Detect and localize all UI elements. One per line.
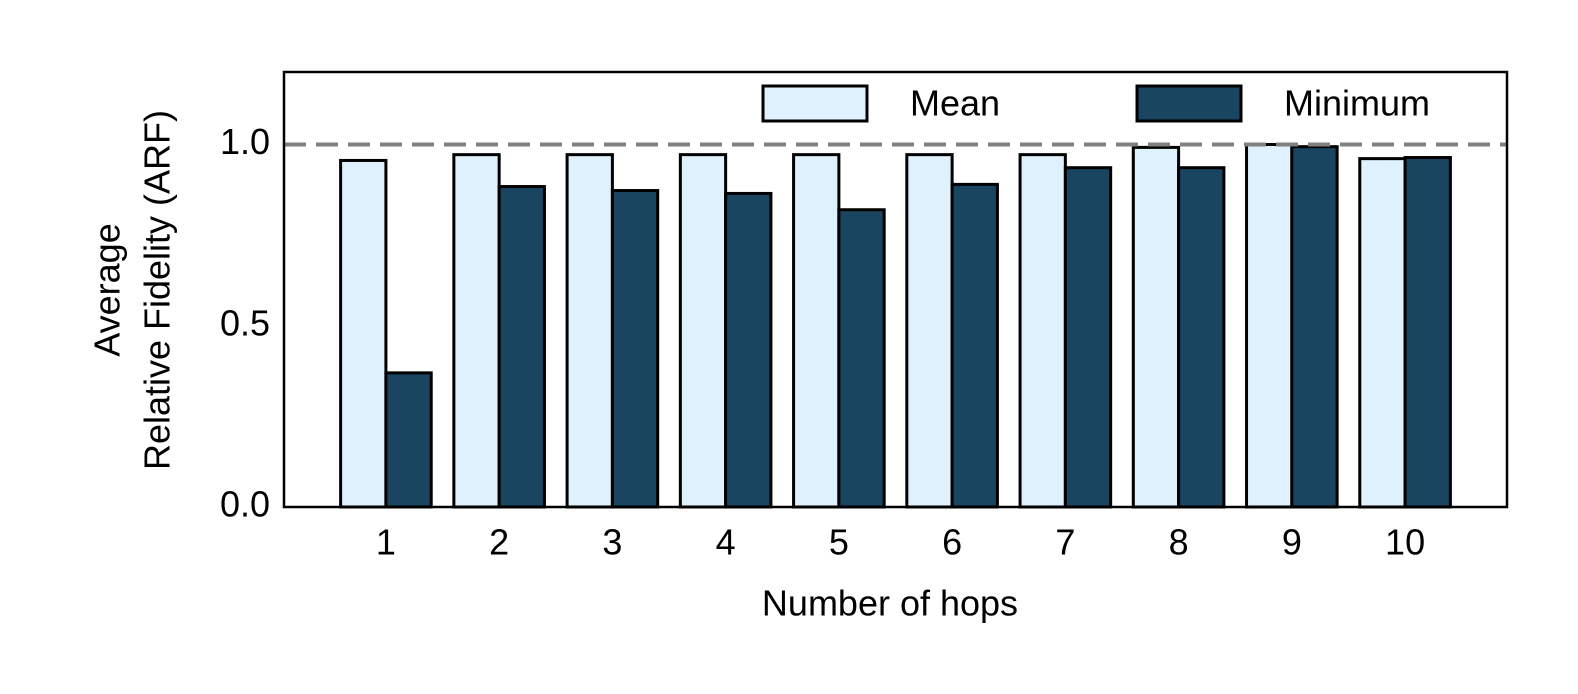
- x-tick-label: 1: [376, 522, 396, 563]
- x-axis-label: Number of hops: [762, 583, 1018, 624]
- bar: [384, 371, 433, 509]
- bar: [950, 182, 999, 509]
- bar: [1290, 145, 1339, 509]
- x-tick-label: 4: [716, 522, 736, 563]
- x-tick-label: 9: [1282, 522, 1302, 563]
- bar: [792, 153, 841, 509]
- y-tick-label: 0.0: [220, 484, 270, 525]
- bar: [905, 153, 954, 509]
- x-tick-label: 6: [942, 522, 962, 563]
- x-tick-label: 5: [829, 522, 849, 563]
- bar: [1131, 145, 1181, 509]
- y-axis-label: Relative Fidelity (ARF): [137, 110, 178, 470]
- x-tick-label: 3: [602, 522, 622, 563]
- bar: [1245, 143, 1294, 509]
- bar: [1177, 166, 1226, 509]
- y-tick-label: 0.5: [220, 302, 270, 343]
- bar: [452, 153, 501, 509]
- bar: [339, 158, 388, 509]
- x-tick-label: 2: [489, 522, 509, 563]
- y-tick-label: 1.0: [220, 121, 270, 162]
- bar: [497, 185, 546, 509]
- bar: [678, 153, 728, 509]
- x-tick-label: 7: [1055, 522, 1075, 563]
- legend-swatch: [761, 84, 869, 123]
- x-tick-label: 10: [1385, 522, 1425, 563]
- bar: [724, 191, 773, 509]
- legend-label: Minimum: [1284, 83, 1430, 124]
- bar: [1403, 156, 1452, 509]
- plot-frame: [282, 70, 1509, 509]
- bar: [1018, 153, 1067, 509]
- bar: [1063, 166, 1113, 509]
- bar: [610, 189, 660, 509]
- bar: [837, 208, 886, 509]
- bar: [1358, 157, 1407, 509]
- y-axis-label: Average: [87, 223, 128, 356]
- bar: [565, 153, 614, 509]
- x-tick-label: 8: [1169, 522, 1189, 563]
- legend-swatch: [1135, 84, 1243, 123]
- legend-label: Mean: [910, 83, 1000, 124]
